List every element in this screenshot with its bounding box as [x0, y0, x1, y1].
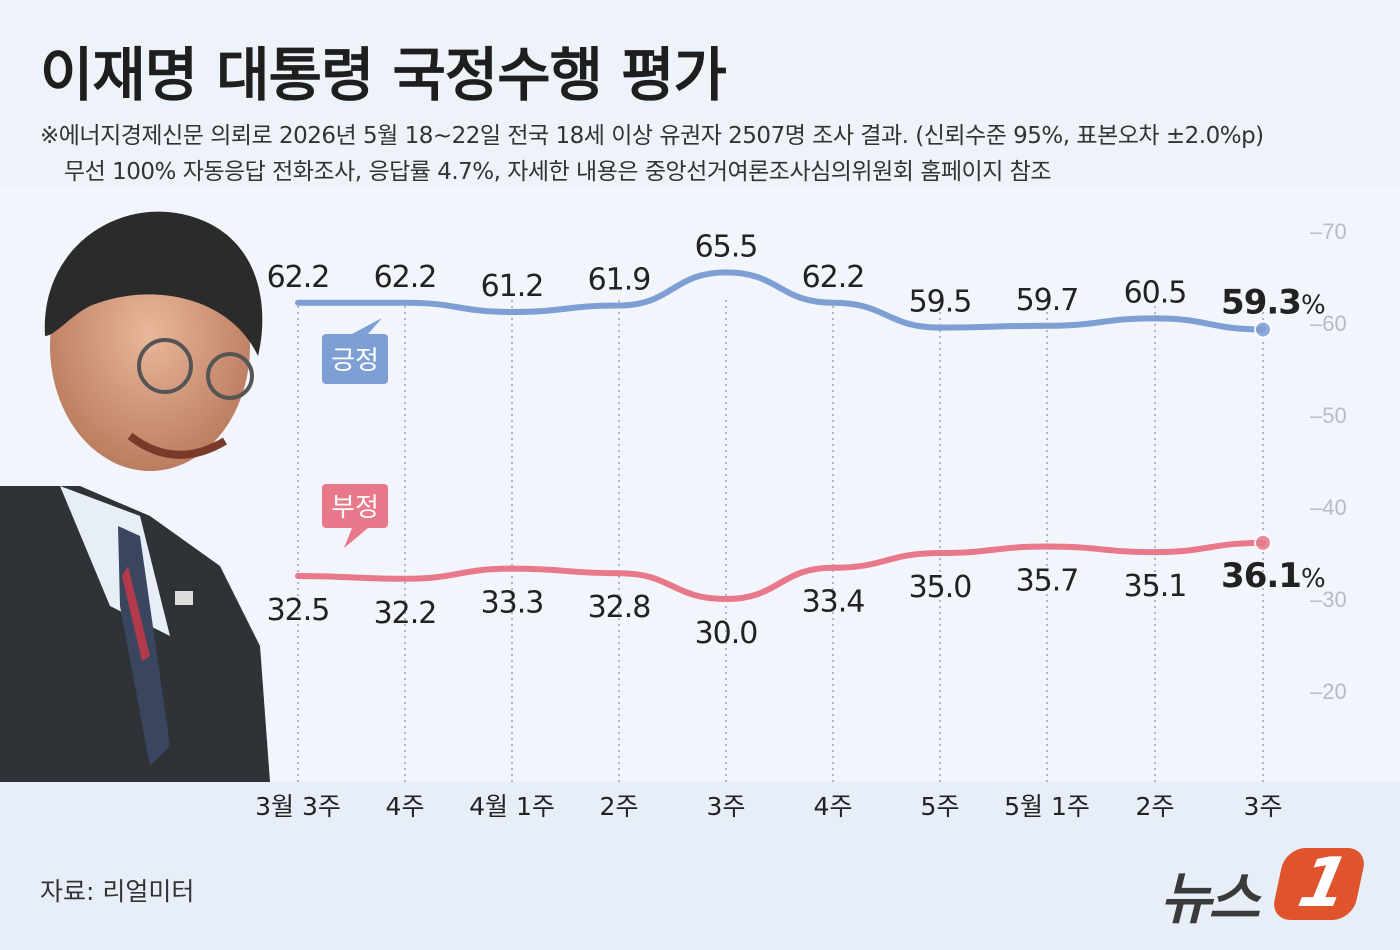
data-label-1-6: 35.0	[909, 570, 972, 605]
data-label-1-7: 35.7	[1016, 564, 1079, 599]
x-tick-label-4: 3주	[707, 792, 746, 821]
data-label-0-1: 62.2	[374, 260, 437, 295]
source-label: 자료: 리얼미터	[40, 877, 195, 906]
series-line-positive	[295, 269, 1266, 333]
data-label-0-9: 59.3	[1221, 282, 1301, 322]
x-tick-label-2: 4월 1주	[469, 792, 555, 821]
page-title: 이재명 대통령 국정수행 평가	[40, 41, 727, 109]
data-label-1-8: 35.1	[1124, 569, 1187, 604]
logo-badge: 1	[1270, 844, 1368, 923]
data-label-0-0: 62.2	[267, 260, 330, 295]
x-tick-label-5: 4주	[814, 792, 853, 821]
footer-band	[0, 782, 1400, 950]
data-label-1-0: 32.5	[267, 593, 330, 628]
data-label-0-7: 59.7	[1016, 283, 1079, 318]
logo-badge-number: 1	[1291, 844, 1356, 923]
data-label-suffix-0: %	[1301, 290, 1326, 320]
survey-note-1: ※에너지경제신문 의뢰로 2026년 5월 18~22일 전국 18세 이상 유…	[40, 123, 1264, 149]
news1-logo: 뉴스 1	[1160, 844, 1370, 932]
x-tick-label-1: 4주	[386, 792, 425, 821]
data-label-1-9: 36.1	[1221, 556, 1301, 596]
legend-positive-box	[322, 334, 388, 384]
legend-negative-tail	[344, 528, 368, 548]
data-label-suffix-1: %	[1301, 564, 1326, 594]
series-end-marker-1	[1254, 533, 1272, 552]
logo-text: 뉴스	[1160, 867, 1260, 932]
survey-note-2: 무선 100% 자동응답 전화조사, 응답률 4.7%, 자세한 내용은 중앙선…	[64, 159, 1052, 185]
y-tick-label-60: –60	[1310, 311, 1347, 336]
data-label-0-3: 61.9	[588, 263, 651, 298]
y-tick-label-70: –70	[1310, 219, 1347, 244]
data-label-1-2: 33.3	[481, 586, 544, 621]
data-label-1-5: 33.4	[802, 585, 865, 620]
data-label-0-6: 59.5	[909, 285, 972, 320]
data-label-0-5: 62.2	[802, 260, 865, 295]
x-tick-label-6: 5주	[921, 792, 960, 821]
y-tick-label-20: –20	[1310, 679, 1347, 704]
data-label-0-2: 61.2	[481, 269, 544, 304]
x-tick-label-0: 3월 3주	[255, 792, 341, 821]
legend-positive-tail	[352, 318, 382, 334]
data-label-1-4: 30.0	[695, 616, 758, 651]
y-tick-label-40: –40	[1310, 495, 1347, 520]
president-portrait	[0, 211, 270, 782]
legend-positive-label: 긍정	[331, 346, 379, 376]
data-label-1-3: 32.8	[588, 590, 651, 625]
x-tick-label-7: 5월 1주	[1004, 792, 1090, 821]
data-label-1-1: 32.2	[374, 596, 437, 631]
series-line-negative	[295, 539, 1266, 603]
series-end-marker-0	[1254, 320, 1272, 339]
x-tick-label-9: 3주	[1244, 792, 1283, 821]
y-tick-label-30: –30	[1310, 587, 1347, 612]
data-label-0-8: 60.5	[1124, 275, 1187, 310]
data-label-0-4: 65.5	[695, 229, 758, 264]
x-tick-label-8: 2주	[1136, 792, 1175, 821]
x-tick-label-3: 2주	[600, 792, 639, 821]
legend-negative-box	[322, 484, 388, 528]
y-tick-label-50: –50	[1310, 403, 1347, 428]
legend-negative-label: 부정	[331, 493, 379, 523]
